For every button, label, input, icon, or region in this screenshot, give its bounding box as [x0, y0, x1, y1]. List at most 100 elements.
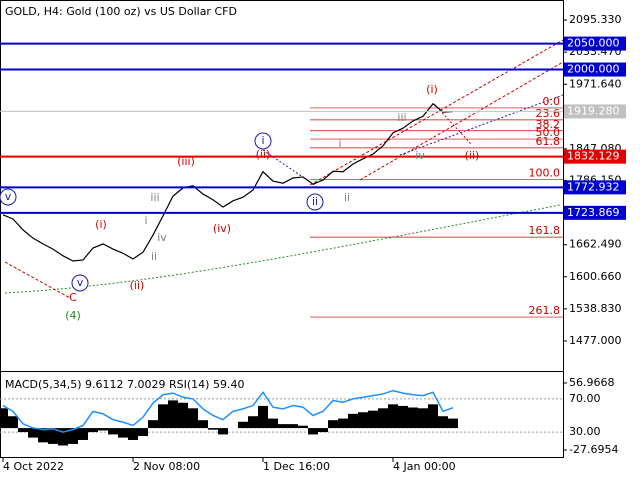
macd-bar: [338, 418, 348, 429]
y-tick-label: 1600.660: [569, 270, 622, 283]
y-tick-label: 1538.830: [569, 302, 622, 315]
level-box: [564, 104, 626, 119]
macd-bar: [328, 420, 338, 429]
wave-label: ii: [312, 195, 318, 208]
x-tick-label: 1 Dec 16:00: [263, 460, 330, 473]
wave-label: ii: [151, 250, 157, 263]
level-label: 1772.932: [567, 180, 620, 193]
level-label: 2000.000: [567, 63, 620, 76]
fib-label: 261.8: [529, 304, 561, 317]
y2-tick-label: 30.00: [569, 425, 601, 438]
macd-bar: [98, 428, 108, 431]
fib-label: 61.8: [536, 135, 561, 148]
fib-label: 38.2: [536, 118, 561, 131]
wave-label: i: [144, 214, 147, 227]
macd-bar: [38, 428, 48, 443]
trend-line: [4, 261, 71, 299]
macd-bar: [108, 428, 118, 435]
macd-bar: [348, 413, 358, 429]
x-tick-label: 4 Oct 2022: [3, 460, 64, 473]
wave-circle: [0, 188, 17, 206]
rsi-line: [2, 389, 454, 433]
trend-line: [309, 39, 564, 186]
macd-bar: [428, 404, 438, 429]
macd-bar: [0, 408, 8, 429]
wave-circle: [306, 193, 324, 211]
wave-line: [433, 103, 473, 146]
macd-bar: [268, 418, 278, 429]
level-label: 1723.869: [567, 206, 620, 219]
macd-bar: [198, 420, 208, 429]
wave-label: (iv): [213, 222, 231, 235]
fib-label: 50.0: [536, 126, 561, 139]
wave-circle: [71, 274, 89, 292]
macd-bar: [168, 400, 178, 429]
wave-label: iv: [157, 231, 167, 244]
macd-bar: [48, 428, 58, 444]
macd-bar: [258, 405, 268, 429]
level-label: 1832.129: [567, 150, 620, 163]
x-tick-label: 2 Nov 08:00: [133, 460, 200, 473]
macd-bar: [18, 428, 28, 433]
y-tick-label: -27.6954: [569, 443, 618, 456]
fib-label: 100.0: [529, 167, 561, 180]
wave-label: i: [261, 134, 264, 147]
macd-bar: [308, 428, 318, 435]
macd-bar: [138, 428, 148, 437]
macd-bar: [68, 428, 78, 444]
macd-bar: [88, 428, 98, 433]
trend-line: [359, 61, 564, 181]
wave-label: (i): [95, 218, 107, 231]
macd-bar: [58, 428, 68, 446]
macd-bar: [238, 421, 248, 429]
macd-bar: [78, 428, 88, 440]
macd-bar: [418, 408, 428, 429]
chart-title: GOLD, H4: Gold (100 oz) vs US Dollar CFD: [5, 5, 237, 18]
plot-frame: [0, 0, 564, 458]
macd-bar: [288, 424, 298, 429]
level-label: 1919.280: [567, 104, 620, 117]
wave-label: (ii): [130, 279, 145, 292]
level-box: [564, 180, 626, 195]
wave-label: v: [5, 190, 12, 203]
macd-bar: [378, 408, 388, 429]
wave-label: (i): [426, 83, 438, 96]
y-tick-label: 1477.000: [569, 334, 622, 347]
macd-bar: [358, 412, 368, 429]
wave-label: (ii): [465, 149, 480, 162]
y-tick-label: 2095.330: [569, 13, 622, 26]
price-line: [2, 102, 454, 262]
level-box: [564, 205, 626, 220]
macd-bar: [298, 425, 308, 429]
macd-bar: [28, 428, 38, 438]
x-tick-label: 4 Jan 00:00: [393, 460, 456, 473]
wave-label: iii: [150, 191, 159, 204]
moving-average: [4, 204, 561, 294]
level-box: [564, 36, 626, 51]
indicator-title: MACD(5,34,5) 9.6112 7.0029 RSI(14) 59.40: [5, 378, 244, 391]
macd-bar: [408, 407, 418, 429]
macd-bar: [278, 424, 288, 429]
macd-bar: [148, 420, 158, 429]
macd-bar: [188, 408, 198, 429]
trend-line: [399, 94, 564, 156]
fib-label: 0.0: [543, 95, 561, 108]
macd-bar: [438, 416, 448, 429]
fib-label: 23.6: [536, 107, 561, 120]
macd-bar: [158, 404, 168, 429]
macd-bar: [398, 405, 408, 429]
macd-bar: [208, 428, 218, 430]
level-box: [564, 62, 626, 77]
wave-label: iii: [397, 111, 406, 124]
macd-bar: [388, 404, 398, 429]
macd-bar: [128, 428, 138, 440]
wave-circle: [254, 132, 272, 150]
macd-bar: [318, 428, 328, 433]
level-label: 2050.000: [567, 37, 620, 50]
level-box: [564, 149, 626, 164]
macd-bar: [248, 416, 258, 429]
wave-label: v: [77, 276, 84, 289]
wave-label: (4): [65, 309, 81, 322]
